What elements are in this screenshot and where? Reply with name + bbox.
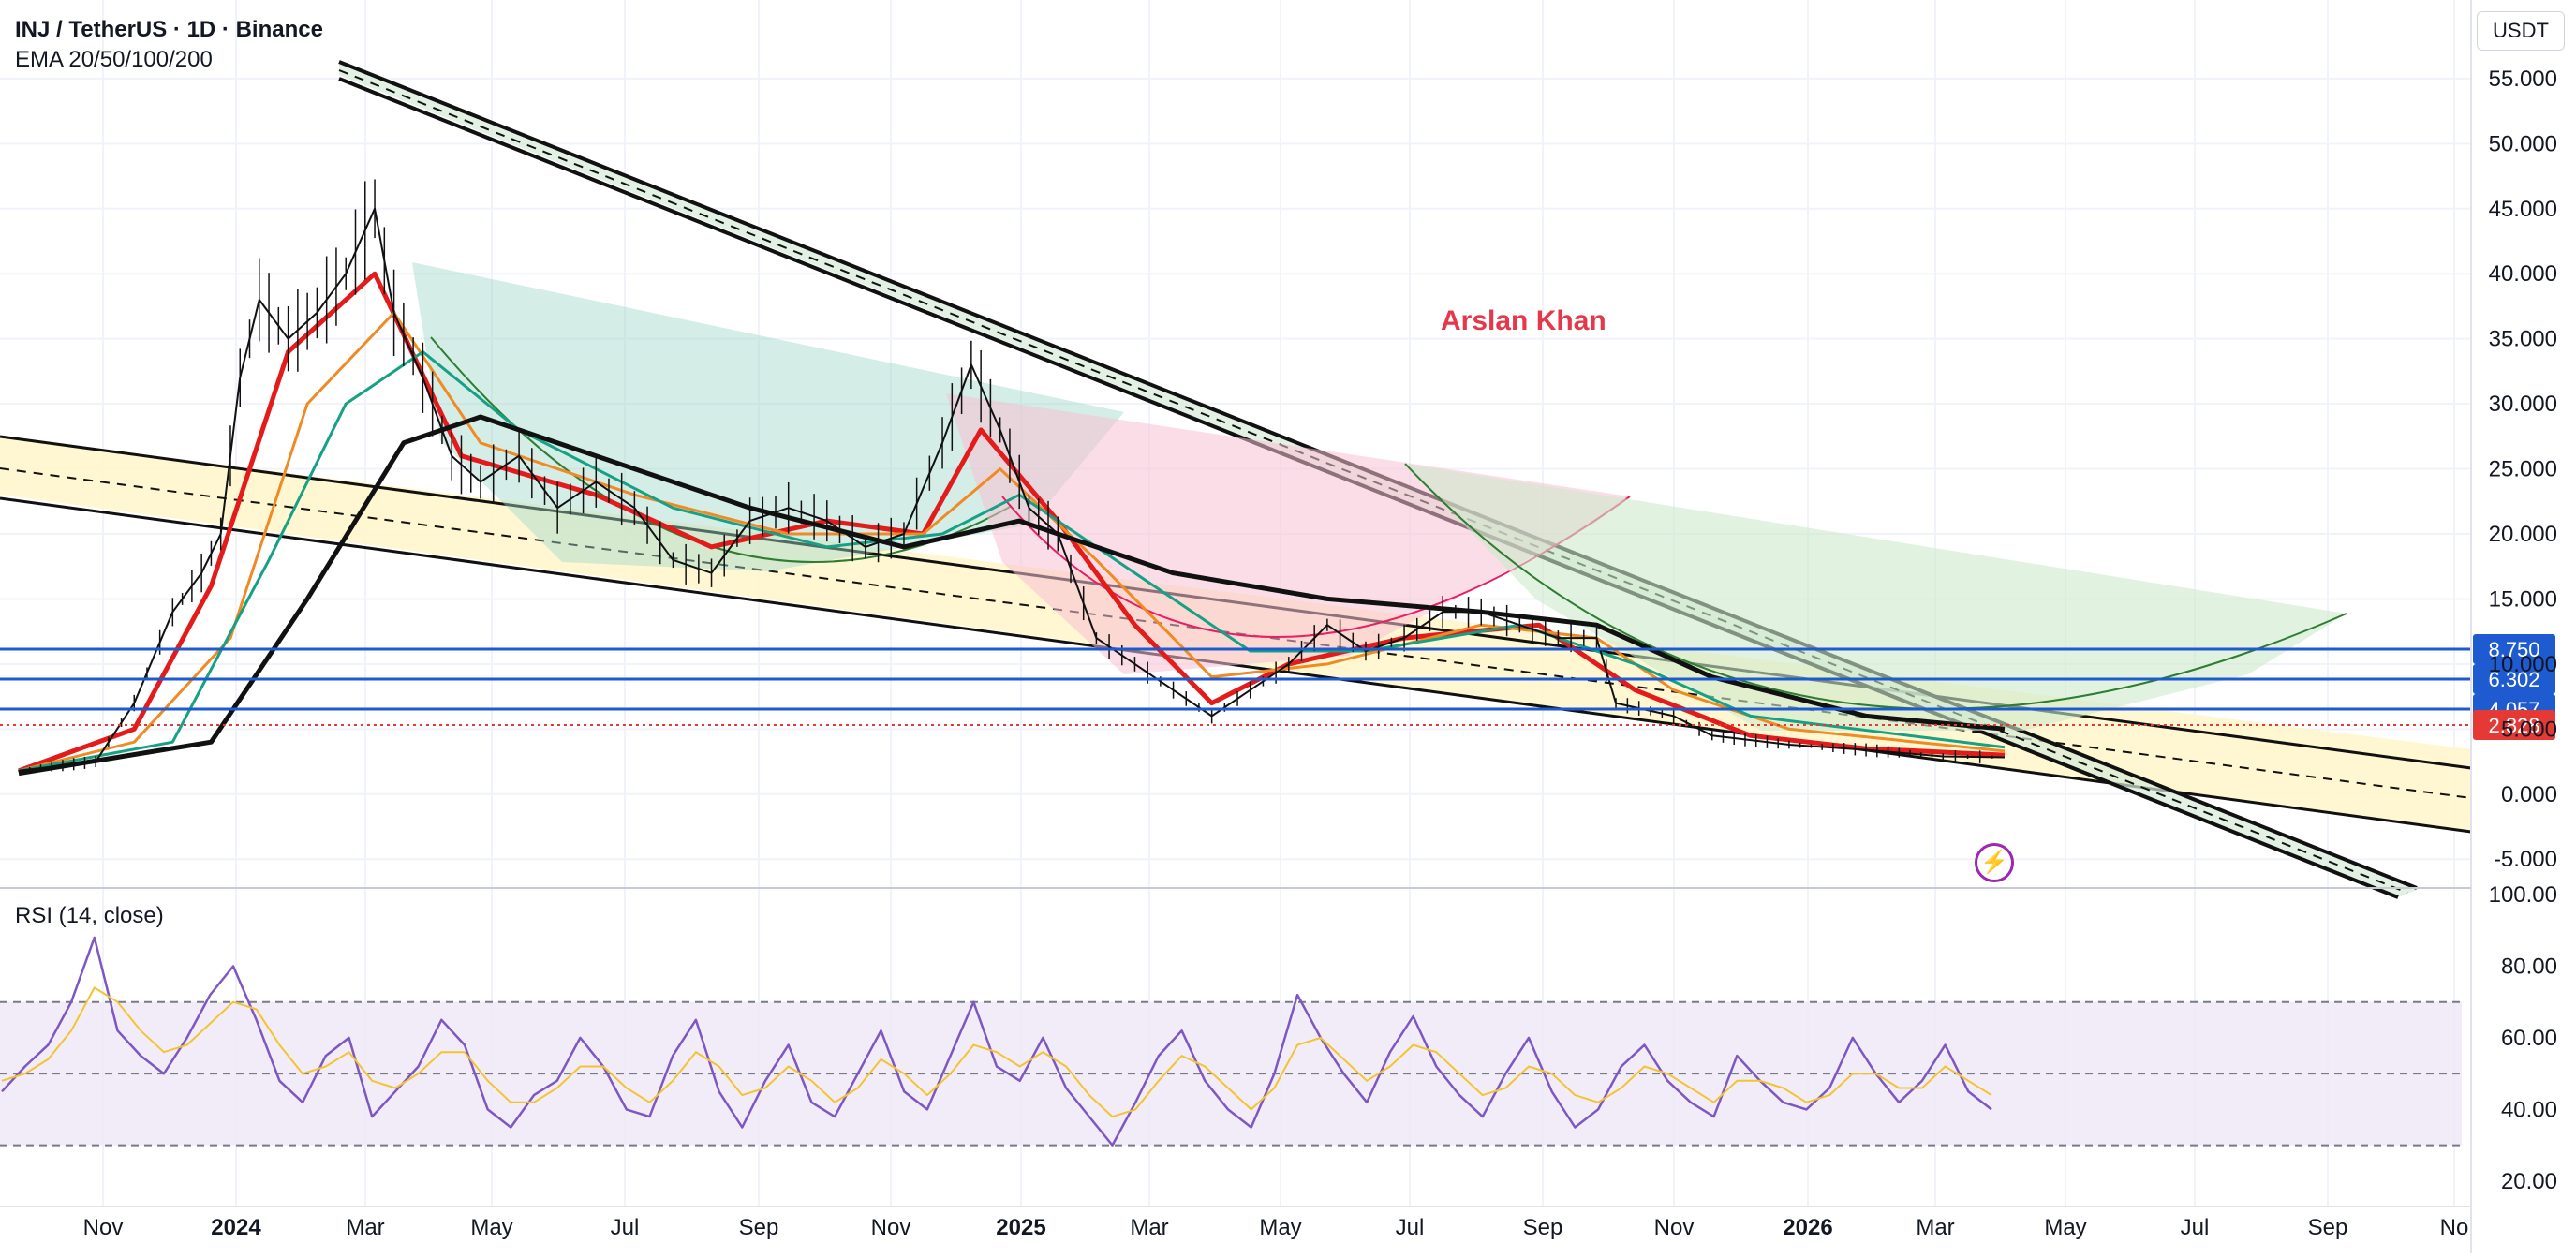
y-tick-label: 45.000 bbox=[2489, 197, 2557, 222]
y-tick-label: 40.000 bbox=[2489, 261, 2557, 287]
rsi-layer bbox=[0, 936, 2462, 1147]
currency-selector[interactable]: USDT bbox=[2477, 11, 2565, 51]
x-tick-label: Sep bbox=[2308, 1215, 2348, 1240]
level-badge-label: 8.750 bbox=[2488, 638, 2539, 661]
x-tick-label: Nov bbox=[871, 1215, 911, 1240]
y-tick-label: 50.000 bbox=[2489, 131, 2557, 156]
last-price-badge bbox=[2473, 710, 2555, 740]
y-tick-label: 15.000 bbox=[2489, 586, 2557, 612]
y-tick-label: 30.000 bbox=[2489, 392, 2557, 417]
level-badge bbox=[2473, 664, 2555, 694]
rsi-y-tick-label: 100.00 bbox=[2489, 882, 2557, 908]
symbol-title[interactable]: INJ / TetherUS · 1D · Binance bbox=[15, 17, 323, 42]
rsi-y-tick-label: 40.00 bbox=[2501, 1097, 2557, 1122]
chart-header: INJ / TetherUS · 1D · Binance EMA 20/50/… bbox=[15, 15, 323, 75]
x-tick-label: Nov bbox=[83, 1215, 124, 1240]
x-tick-label: Mar bbox=[346, 1215, 384, 1240]
x-tick-label: May bbox=[470, 1215, 512, 1240]
cup-fill-3 bbox=[1405, 464, 2347, 731]
rsi-y-tick-label: 60.00 bbox=[2501, 1026, 2557, 1051]
y-tick-label: -5.000 bbox=[2494, 847, 2557, 872]
x-tick-label: Jul bbox=[1396, 1215, 1425, 1240]
x-tick-label: Nov bbox=[1654, 1215, 1695, 1240]
x-tick-label: Mar bbox=[1916, 1215, 1954, 1240]
y-tick-label: 25.000 bbox=[2489, 457, 2557, 482]
x-tick-label: 2026 bbox=[1783, 1215, 1832, 1240]
rsi-y-tick-label: 80.00 bbox=[2501, 954, 2557, 979]
indicator-legend[interactable]: EMA 20/50/100/200 bbox=[15, 47, 213, 72]
rsi-legend[interactable]: RSI (14, close) bbox=[15, 903, 164, 928]
x-tick-label: Mar bbox=[1130, 1215, 1168, 1240]
y-tick-label: 10.000 bbox=[2489, 652, 2557, 677]
y-tick-label: 0.000 bbox=[2501, 782, 2557, 807]
ema-line-ema50 bbox=[18, 311, 2006, 773]
rsi-line bbox=[1, 936, 1992, 1147]
ema-line-ema200 bbox=[18, 414, 2006, 777]
x-tick-label: Jul bbox=[611, 1215, 640, 1240]
level-badge-label: 6.302 bbox=[2488, 668, 2539, 691]
author-watermark: Arslan Khan bbox=[1441, 305, 1606, 336]
x-tick-label: Sep bbox=[739, 1215, 779, 1240]
y-tick-label: 20.000 bbox=[2489, 522, 2557, 547]
level-badge bbox=[2473, 634, 2555, 664]
rsi-y-tick-label: 20.00 bbox=[2501, 1169, 2557, 1194]
x-tick-label: May bbox=[1259, 1215, 1301, 1240]
drawing-layer bbox=[0, 60, 2472, 899]
candle-layer bbox=[18, 179, 2006, 772]
x-tick-label: 2025 bbox=[996, 1215, 1045, 1240]
lightning-icon[interactable]: ⚡ bbox=[1975, 843, 2014, 882]
x-tick-label: 2024 bbox=[211, 1215, 261, 1240]
y-tick-label: 55.000 bbox=[2489, 67, 2557, 92]
channel-mid-line bbox=[0, 467, 2472, 799]
x-tick-label: No bbox=[2440, 1215, 2469, 1240]
y-tick-label: 35.000 bbox=[2489, 327, 2557, 352]
rsi-ma-line bbox=[1, 986, 1992, 1118]
x-tick-label: May bbox=[2044, 1215, 2086, 1240]
last-price-label: 2.828 bbox=[2488, 714, 2539, 737]
x-tick-label: Jul bbox=[2181, 1215, 2210, 1240]
x-tick-label: Sep bbox=[1523, 1215, 1563, 1240]
cup-arc-3 bbox=[1404, 463, 2347, 710]
y-tick-label: 5.000 bbox=[2501, 717, 2557, 742]
